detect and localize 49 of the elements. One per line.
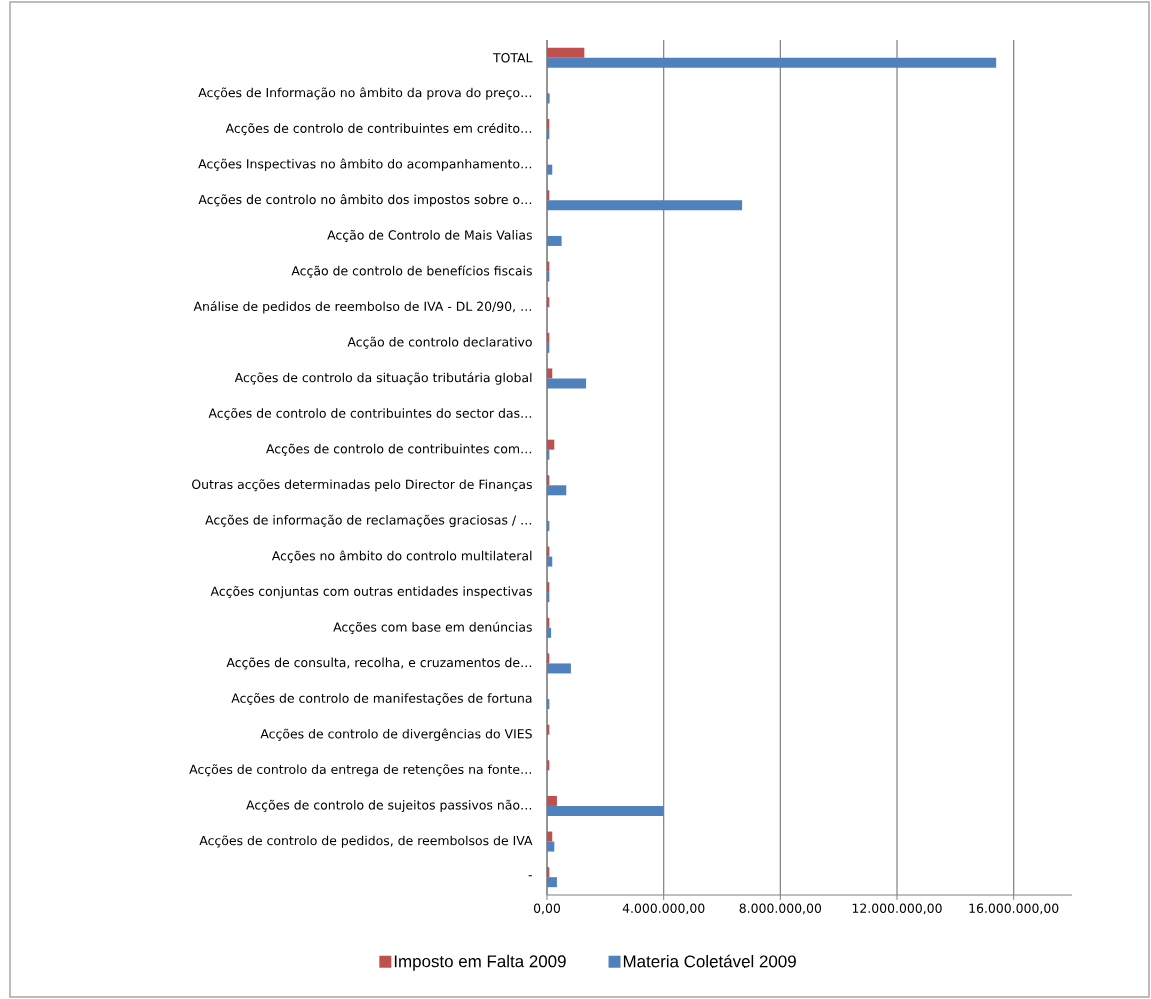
y-tick-label: Acções com base em denúncias [333, 621, 532, 634]
y-tick-label: TOTAL [492, 53, 533, 63]
y-tick-label: Outras acções determinadas pelo Director de Finanças [192, 479, 532, 492]
bar [547, 831, 553, 842]
bar [547, 57, 997, 68]
y-tick-label: Acção de controlo de benefícios fiscais [291, 265, 532, 278]
x-tick-label: 12.000.000,00 [852, 903, 942, 915]
bar [547, 485, 567, 496]
bar [547, 439, 555, 450]
bar [547, 47, 585, 58]
y-tick-label: Acções de controlo de contribuintes em crédito… [225, 122, 532, 136]
y-tick-label: - [528, 875, 532, 877]
x-tick-label: 0,00 [533, 903, 561, 915]
bar [547, 627, 552, 638]
bar [547, 200, 743, 211]
y-tick-label: Acções de controlo de divergências do VIES [260, 728, 532, 741]
y-tick-label: Acções conjuntas com outras entidades inspectivas [210, 586, 532, 599]
y-tick-label: Análise de pedidos de reembolso de IVA - DL 20/90, … [193, 300, 532, 314]
y-tick-label: Acções de Informação no âmbito da prova do preço… [198, 87, 532, 100]
bar [547, 378, 587, 389]
bar [547, 795, 557, 806]
y-tick-label: Acções de controlo de contribuintes com… [266, 443, 532, 456]
y-tick-label: Acções de consulta, recolha, e cruzamentos de… [226, 657, 532, 670]
y-tick-label: Acções de informação de reclamações graciosas / … [205, 514, 532, 528]
bar [547, 93, 550, 104]
y-tick-label: Acções no âmbito do controlo multilateral [271, 550, 532, 563]
bar [547, 235, 562, 246]
y-tick-label: Acções de controlo no âmbito dos impostos sobre o… [198, 194, 532, 207]
y-tick-label: Acções de controlo de contribuintes do sector das… [208, 408, 532, 421]
y-tick-label: Acções Inspectivas no âmbito do acompanhamento… [198, 158, 532, 171]
y-tick-label: Acções de controlo da entrega de retenções na fonte… [189, 764, 532, 777]
x-tick-label: 16.000.000,00 [969, 903, 1059, 915]
legend-label: Imposto em Falta 2009 [394, 954, 566, 971]
bar [547, 805, 664, 816]
bar [547, 877, 557, 888]
y-tick-label: Acções de controlo da situação tributária global [234, 372, 532, 385]
legend-label: Materia Coletável 2009 [623, 954, 796, 968]
bar [547, 663, 571, 674]
bar [547, 164, 553, 175]
x-tick-label: 4.000.000,00 [622, 903, 705, 915]
y-tick-label: Acções de controlo de pedidos, de reembolsos de IVA [199, 835, 533, 848]
bar [547, 368, 553, 379]
y-tick-label: Acção de controlo declarativo [347, 336, 532, 349]
x-tick-label: 8.000.000,00 [739, 903, 822, 915]
y-tick-label: Acções de controlo de sujeitos passivos não… [246, 799, 532, 813]
bar [547, 556, 553, 567]
y-tick-label: Acções de controlo de manifestações de fortuna [231, 693, 532, 706]
bar [547, 841, 555, 852]
y-tick-label: Acção de Controlo de Mais Valias [327, 229, 532, 242]
